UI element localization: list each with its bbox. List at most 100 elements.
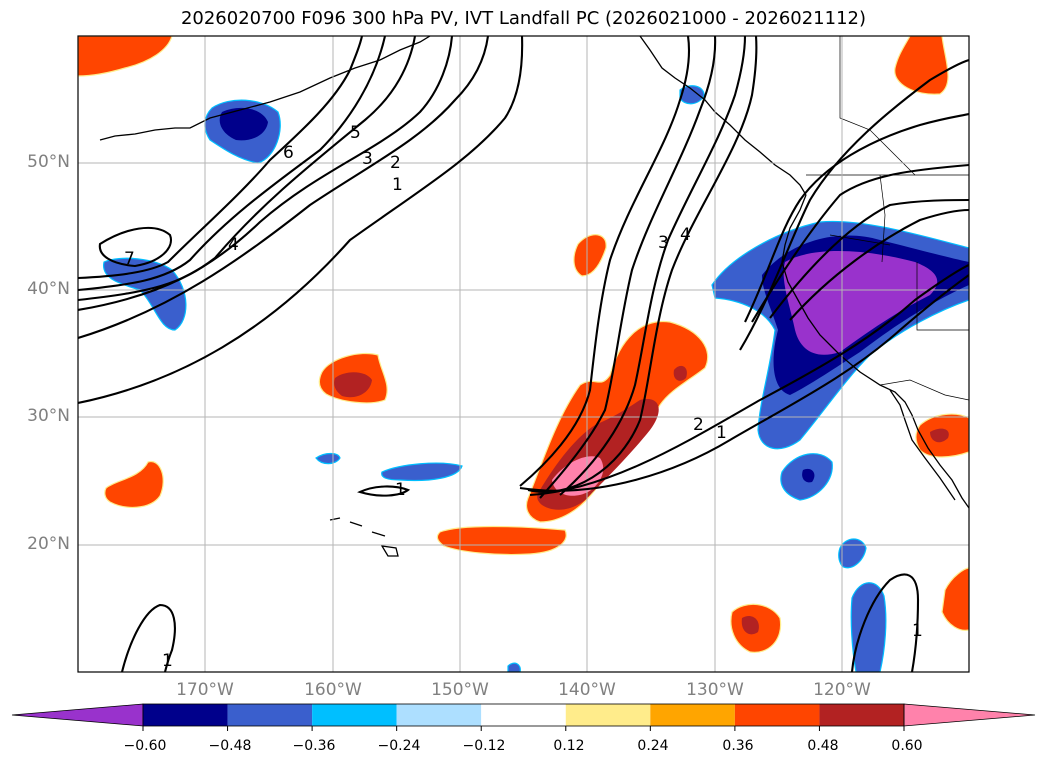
- positive-pv-strip-south: [436, 525, 567, 556]
- colorbar-extend-high: [903, 703, 1036, 727]
- lon-label: 170°W: [176, 680, 234, 700]
- contour-ne-loop-2: [744, 112, 969, 323]
- negative-pv-alaska: [679, 85, 705, 105]
- contour-north-7: [98, 226, 172, 268]
- lon-label: 160°W: [304, 680, 362, 700]
- colorbar-bin: [650, 704, 735, 726]
- coastlines: [99, 36, 969, 557]
- negative-pv-trough-core: [783, 251, 938, 355]
- colorbar-bin: [819, 704, 904, 726]
- negative-pv-small-2: [838, 538, 867, 569]
- colorbar-tick-label: 0.36: [722, 738, 754, 754]
- colorbar-tick-label: −0.12: [462, 738, 506, 754]
- map-title: 2026020700 F096 300 hPa PV, IVT Landfall…: [180, 8, 867, 29]
- colorbar-tick-label: −0.60: [123, 738, 167, 754]
- contour-sw-1: [120, 603, 176, 672]
- colorbar-bin: [565, 704, 651, 726]
- colorbar: [11, 703, 1036, 731]
- pv-negative-fills: [103, 85, 969, 672]
- border-states: [829, 174, 969, 401]
- colorbar-tick-label: 0.60: [891, 738, 923, 754]
- positive-pv-blob-mid: [573, 234, 607, 277]
- contour-label: 3: [658, 233, 669, 253]
- colorbar-bin: [312, 704, 397, 726]
- colorbar-tick-label: −0.36: [292, 738, 336, 754]
- contour-mid-1: [357, 485, 411, 497]
- contour-label: 1: [716, 423, 727, 443]
- positive-pv-blob-sw: [104, 460, 164, 508]
- negative-pv-core-aleutian: [219, 107, 268, 141]
- negative-pv-strip: [381, 462, 463, 482]
- contour-north-6: [78, 36, 364, 280]
- colorbar-tick-label: 0.12: [553, 738, 585, 754]
- negative-pv-core-south: [802, 468, 815, 483]
- lat-label: 40°N: [27, 279, 70, 299]
- colorbar-tick-label: −0.48: [208, 738, 252, 754]
- contour-ne-loop: [739, 58, 969, 351]
- contour-label: 3: [362, 149, 373, 169]
- contour-label: 2: [390, 153, 401, 173]
- contour-north-5: [78, 36, 387, 292]
- contour-east-1: [519, 36, 691, 487]
- contour-ne-loop-3: [751, 163, 969, 323]
- contour-label: 1: [162, 651, 173, 671]
- positive-pv-streamer-peak: [552, 456, 604, 496]
- ivt-contours: [78, 36, 969, 672]
- contour-label: 1: [392, 175, 403, 195]
- positive-pv-ne-corner: [894, 36, 949, 95]
- colorbar-tick-label: 0.24: [637, 738, 669, 754]
- lat-label: 30°N: [27, 406, 70, 426]
- lon-label: 130°W: [686, 680, 744, 700]
- contour-label: 2: [693, 415, 704, 435]
- colorbar-outline: [142, 703, 905, 727]
- coastline-alaska-panhandle: [639, 36, 807, 196]
- negative-pv-south-column: [850, 582, 887, 672]
- colorbar-bin: [734, 704, 820, 726]
- positive-pv-blob-se-core: [930, 428, 949, 443]
- colorbar-bin: [481, 704, 566, 726]
- colorbar-bin: [396, 704, 482, 726]
- contour-label: 1: [912, 621, 923, 641]
- contour-labels: 1 2 3 5 6 4 7 3 4 2 1 1 1 1: [124, 123, 923, 671]
- contour-ne-loop-5: [789, 208, 969, 321]
- contour-east-2: [539, 36, 717, 499]
- map-area: 1 2 3 5 6 4 7 3 4 2 1 1 1 1: [78, 36, 969, 672]
- lon-label: 140°W: [558, 680, 616, 700]
- contour-label: 6: [283, 143, 294, 163]
- lon-label: 150°W: [431, 680, 489, 700]
- contour-east-3: [559, 36, 747, 496]
- contour-se-1: [850, 573, 920, 672]
- coastline-hawaii: [329, 517, 399, 557]
- lat-label: 50°N: [27, 152, 70, 172]
- contour-ne-loop-4: [769, 198, 969, 319]
- coastline-west-coast: [781, 194, 969, 509]
- colorbar-tick-label: 0.48: [807, 738, 839, 754]
- lon-label: 120°W: [813, 680, 871, 700]
- contour-north-1: [78, 36, 524, 405]
- negative-pv-tiny: [507, 662, 521, 672]
- colorbar-extend-low: [11, 703, 144, 727]
- contour-label: 4: [680, 225, 691, 245]
- contour-north-2: [78, 36, 490, 340]
- contour-north-4: [78, 36, 417, 302]
- positive-pv-blob-west-core: [334, 372, 372, 398]
- coastline-baja: [889, 389, 956, 501]
- positive-pv-streamer-small: [673, 365, 687, 381]
- map-frame: [77, 35, 970, 673]
- positive-pv-blob-se-edge: [941, 567, 969, 631]
- contour-label: 5: [350, 123, 361, 143]
- contour-east-loop: [519, 274, 969, 492]
- positive-pv-blob-south-core: [741, 615, 759, 635]
- lat-label: 20°N: [27, 534, 70, 554]
- colorbar-tick-label: −0.24: [377, 738, 421, 754]
- negative-pv-small-1: [315, 452, 341, 465]
- contour-east-4: [527, 36, 758, 493]
- positive-pv-nw-corner: [78, 36, 173, 77]
- contour-label: 1: [395, 480, 406, 500]
- coastline-alaska-aleutians: [99, 36, 431, 141]
- colorbar-bin: [143, 704, 228, 726]
- contour-label: 4: [228, 235, 239, 255]
- colorbar-bin: [227, 704, 313, 726]
- contour-label: 7: [124, 249, 135, 269]
